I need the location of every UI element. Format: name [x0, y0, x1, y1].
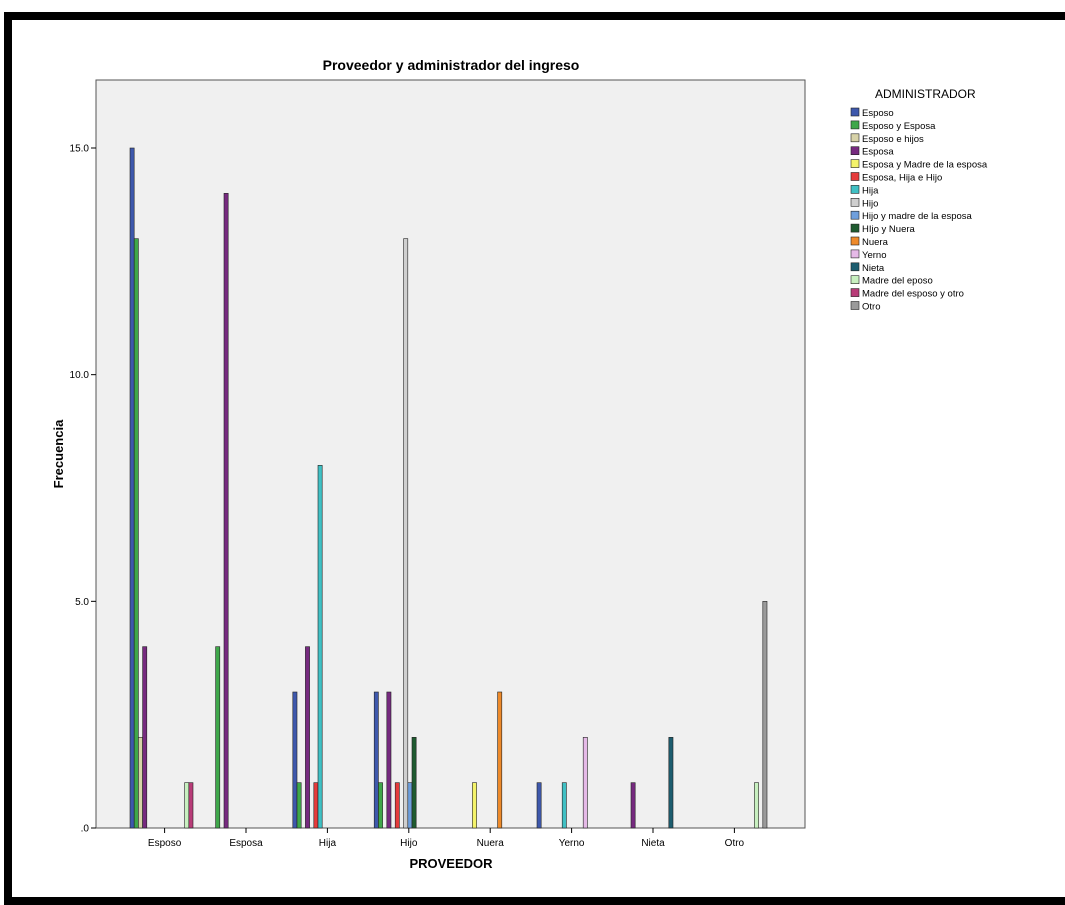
bar-hijo-0: [373, 691, 379, 829]
legend-label: Otro: [862, 302, 880, 313]
legend-swatch: [850, 185, 860, 194]
legend-swatch: [850, 275, 860, 285]
legend-label: HIjo y Nuera: [862, 224, 916, 235]
legend-label: Madre del esposo y otro: [862, 289, 964, 300]
bar-hija-0: [292, 691, 298, 829]
bar-esposo-1: [133, 238, 139, 829]
bar-hija-5: [313, 782, 319, 829]
legend-label: Yerno: [862, 250, 886, 261]
bar-esposa-1: [215, 646, 221, 829]
legend-label: Esposo: [862, 108, 894, 119]
bar-yerno-11: [582, 737, 588, 829]
bar-otro-13: [754, 782, 759, 829]
legend-swatch: [850, 249, 860, 259]
x-tick-label: Esposo: [148, 838, 182, 849]
legend-swatch: [850, 288, 860, 297]
bar-esposo-0: [129, 147, 135, 829]
legend-swatch: [850, 172, 860, 181]
bar-hijo-7: [403, 238, 409, 829]
legend-label: Esposo y Esposa: [862, 121, 936, 132]
bar-esposo-13: [184, 782, 190, 829]
legend-swatch: [850, 198, 860, 207]
y-tick-label: 5.0: [75, 597, 89, 608]
bar-nuera-4: [472, 782, 477, 829]
bar-nieta-3: [630, 782, 636, 829]
legend-label: Madre del eposo: [862, 276, 933, 287]
bar-esposo-14: [188, 782, 194, 829]
x-tick-label: Yerno: [559, 838, 585, 849]
y-tick-label: .0: [81, 824, 90, 835]
x-tick-label: Esposa: [229, 838, 263, 849]
legend-swatch: [850, 301, 860, 310]
bar-yerno-6: [561, 782, 567, 829]
legend: ADMINISTRADOR Esposo Esposo y Esposa Espos…: [850, 87, 988, 313]
bar-hijo-3: [386, 691, 392, 829]
bar-hijo-5: [394, 782, 400, 829]
legend-swatch: [850, 120, 860, 130]
x-axis-title: PROVEEDOR: [409, 856, 493, 871]
legend-label: Hijo y madre de la esposa: [862, 211, 973, 222]
bar-hijo-8: [407, 782, 413, 829]
bar-hija-6: [317, 465, 323, 829]
legend-swatch: [850, 262, 860, 272]
x-tick-label: Otro: [725, 838, 745, 849]
x-tick-label: Nieta: [641, 838, 665, 849]
bar-hija-1: [296, 782, 302, 829]
y-tick-label: 10.0: [70, 370, 90, 381]
legend-swatch: [850, 159, 860, 168]
legend-swatch: [850, 236, 860, 246]
legend-label: Nuera: [862, 237, 889, 248]
legend-swatch: [850, 107, 860, 117]
bar-hijo-1: [378, 782, 383, 829]
bar-nuera-10: [497, 691, 503, 829]
bar-esposo-2: [138, 737, 143, 829]
bar-esposa-3: [223, 193, 229, 829]
legend-label: Hija: [862, 185, 879, 196]
x-tick-label: Hija: [319, 838, 337, 849]
legend-label: Esposa y Madre de la esposa: [862, 160, 988, 171]
legend-label: Esposa, Hija e Hijo: [862, 173, 942, 184]
y-axis-title: Frecuencia: [51, 419, 66, 488]
x-tick-label: Hijo: [400, 838, 418, 849]
legend-swatch: [850, 223, 860, 233]
legend-label: Hijo: [862, 198, 878, 209]
bar-nieta-12: [668, 737, 674, 829]
legend-swatch: [850, 133, 860, 143]
x-tick-label: Nuera: [477, 838, 505, 849]
y-tick-label: 15.0: [70, 144, 90, 155]
legend-label: Nieta: [862, 263, 885, 274]
legend-swatch: [850, 210, 860, 220]
bar-esposo-3: [142, 646, 148, 829]
legend-label: Esposo e hijos: [862, 134, 924, 145]
chart-title: Proveedor y administrador del ingreso: [323, 57, 580, 73]
legend-swatch: [850, 146, 860, 155]
bar-otro-15: [762, 601, 768, 829]
bar-yerno-0: [536, 782, 542, 829]
legend-title: ADMINISTRADOR: [875, 87, 976, 101]
bar-hija-3: [305, 646, 310, 829]
plot-area: [95, 79, 806, 829]
legend-label: Esposa: [862, 147, 894, 158]
bar-hijo-9: [411, 737, 417, 829]
